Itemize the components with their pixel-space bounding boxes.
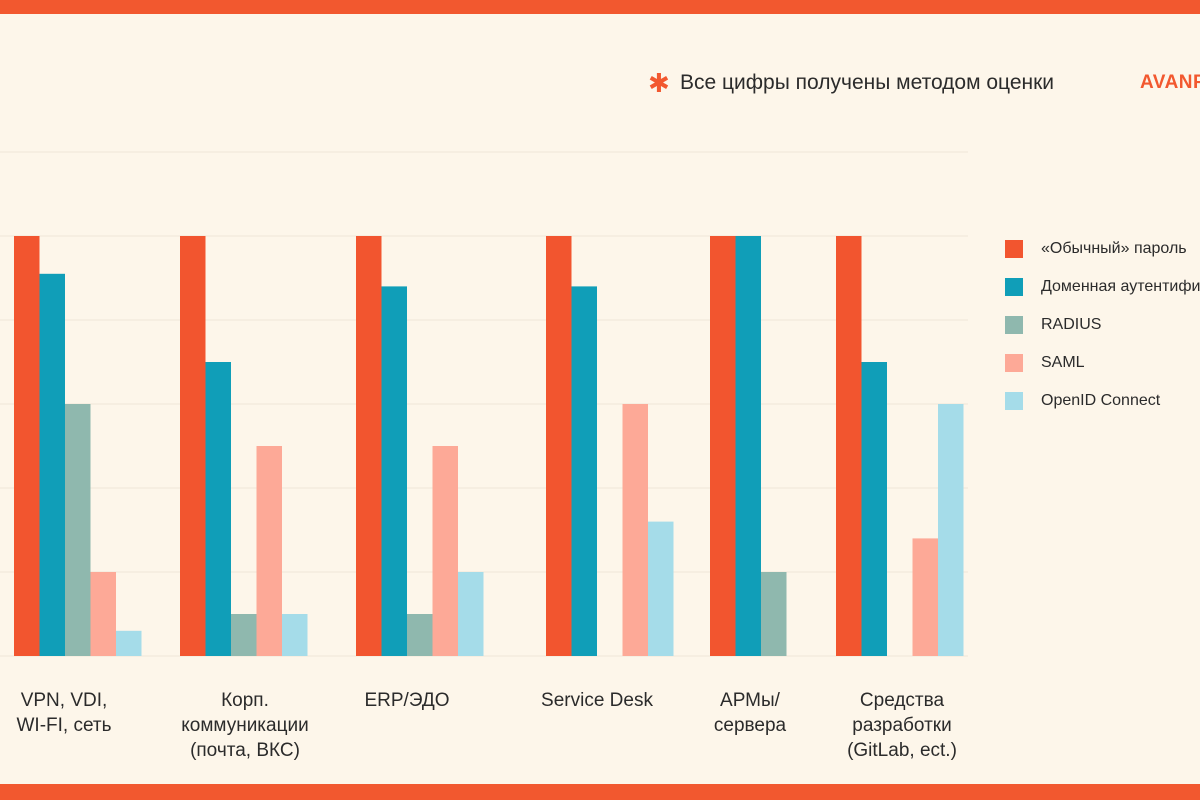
legend-item: «Обычный» пароль — [1005, 230, 1200, 268]
bar-chart — [0, 151, 968, 657]
category-label: АРМы/ сервера — [713, 690, 787, 736]
bar — [546, 236, 572, 656]
legend-item: Доменная аутентификация — [1005, 268, 1200, 306]
category-label: ERP/ЭДО — [364, 690, 450, 711]
bar — [648, 521, 674, 656]
asterisk-icon: ✱ — [648, 68, 670, 98]
top-accent-band — [0, 0, 1200, 14]
category-label: Service Desk — [541, 690, 653, 711]
bar — [836, 236, 862, 656]
bar — [381, 286, 407, 656]
bar — [432, 446, 458, 656]
bar — [938, 404, 964, 656]
brand-logo-text: AVANPOST — [1140, 72, 1200, 93]
category-label: VPN, VDI, WI-FI, сеть — [16, 690, 112, 736]
bar — [407, 614, 433, 656]
bar — [735, 236, 761, 656]
chart-bars — [14, 236, 964, 656]
bar — [622, 404, 648, 656]
legend-swatch — [1005, 316, 1023, 334]
bar — [761, 572, 787, 656]
bar — [65, 404, 91, 656]
estimate-note: ✱ Все цифры получены методом оценки — [648, 68, 1054, 98]
bar — [256, 446, 282, 656]
chart-grid — [0, 151, 968, 657]
legend-label: OpenID Connect — [1041, 392, 1161, 409]
category-label: Корп. коммуникации (почта, ВКС) — [181, 690, 309, 761]
bar — [231, 614, 257, 656]
legend-item: OpenID Connect — [1005, 382, 1200, 420]
bar — [90, 572, 116, 656]
bar — [861, 362, 887, 656]
bar — [356, 236, 382, 656]
legend-item: SAML — [1005, 344, 1200, 382]
legend-label: Доменная аутентификация — [1041, 278, 1200, 295]
bar — [458, 572, 484, 656]
bar — [39, 273, 65, 656]
bar — [116, 630, 142, 656]
chart-legend: «Обычный» пароль Доменная аутентификация R… — [1005, 230, 1200, 420]
bar — [14, 236, 40, 656]
legend-swatch — [1005, 354, 1023, 372]
bar — [912, 538, 938, 656]
legend-swatch — [1005, 278, 1023, 296]
legend-item: RADIUS — [1005, 306, 1200, 344]
category-label: Средства разработки (GitLab, ect.) — [847, 690, 957, 761]
estimate-note-text: Все цифры получены методом оценки — [680, 71, 1055, 94]
bar — [180, 236, 206, 656]
legend-swatch — [1005, 392, 1023, 410]
bar — [205, 362, 231, 656]
legend-swatch — [1005, 240, 1023, 258]
brand-logo: AVANPOST — [1140, 68, 1200, 98]
legend-label: SAML — [1041, 354, 1085, 371]
legend-label: «Обычный» пароль — [1041, 240, 1187, 257]
bar — [571, 286, 597, 656]
bottom-accent-band — [0, 784, 1200, 800]
bar — [282, 614, 308, 656]
bar — [710, 236, 736, 656]
legend-label: RADIUS — [1041, 316, 1102, 333]
